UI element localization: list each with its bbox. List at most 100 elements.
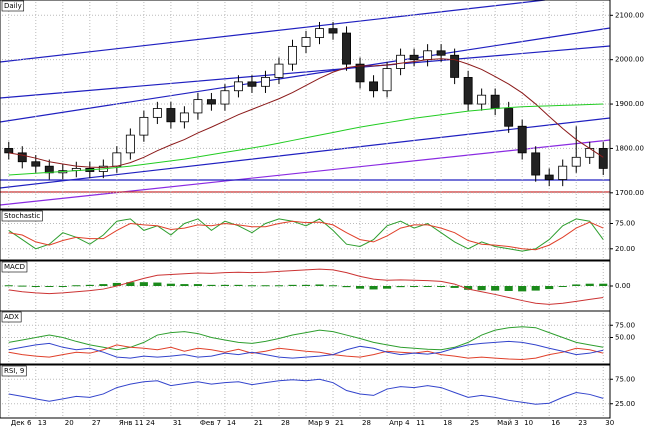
y-tick-label: 50.00 (615, 334, 635, 342)
candle-body (261, 77, 270, 87)
histogram-bar (396, 286, 405, 288)
histogram-bar (31, 286, 40, 287)
candle-body (301, 37, 311, 47)
panel-title-box (1, 365, 27, 377)
histogram-bar (477, 286, 486, 291)
panel-title: MACD (4, 263, 25, 271)
histogram-bar (437, 286, 446, 287)
candle-body (369, 81, 379, 92)
histogram-bar (423, 286, 432, 287)
x-tick-label: 14 (227, 419, 236, 427)
x-tick-label: 20 (65, 419, 74, 427)
candle-body (409, 54, 419, 61)
histogram-bar (599, 283, 608, 286)
histogram-bar (369, 286, 378, 290)
x-tick-label: 13 (38, 419, 47, 427)
histogram-bar (585, 283, 594, 286)
histogram-bar (247, 285, 257, 287)
histogram-bar (72, 285, 81, 287)
x-tick-label: 28 (281, 419, 290, 427)
histogram-bar (342, 286, 351, 288)
panel-title: ADX (4, 313, 19, 321)
trend-line (0, 27, 611, 123)
candle-body (477, 94, 487, 105)
histogram-bar (193, 284, 202, 286)
histogram-bar (139, 282, 148, 286)
candle-body (490, 94, 500, 109)
candle-body (463, 77, 473, 105)
histogram-bar (99, 284, 108, 286)
histogram-bar (531, 286, 540, 291)
histogram-bar (410, 286, 419, 287)
candle-body (193, 99, 203, 114)
y-tick-label: 2100.00 (615, 11, 644, 19)
candle-body (328, 28, 338, 34)
histogram-bar (504, 286, 513, 291)
histogram-bar (450, 286, 459, 288)
panel-title-box (1, 0, 25, 12)
x-tick-label: 21 (335, 419, 344, 427)
panel-title-box (1, 210, 43, 222)
candle-body (450, 54, 460, 78)
histogram-bar (234, 284, 243, 286)
x-tick-label: 24 (146, 419, 155, 427)
histogram-bar (4, 285, 13, 287)
x-tick-label: Янв 11 (119, 419, 144, 427)
panel-title-box (1, 261, 28, 273)
candle-body (423, 50, 433, 61)
series-line (8, 220, 604, 251)
x-tick-label: Мар 9 (308, 419, 329, 427)
candle-body (342, 32, 351, 65)
histogram-bar (355, 286, 365, 289)
series-line (8, 340, 604, 359)
histogram-bar (220, 284, 229, 286)
candle-body (274, 63, 284, 78)
histogram-bar (288, 284, 297, 286)
x-tick-label: Май 3 (497, 419, 519, 427)
candle-body (247, 81, 257, 87)
panel-title: Stochastic (4, 212, 40, 220)
x-tick-label: 30 (605, 419, 614, 427)
candle-body (558, 165, 568, 180)
candle-body (31, 161, 41, 167)
series-line (8, 378, 604, 405)
candle-body (288, 45, 297, 65)
candle-body (571, 156, 581, 167)
x-tick-label: 27 (92, 419, 101, 427)
histogram-bar (383, 286, 392, 289)
candle-body (504, 108, 514, 127)
candle-body (382, 68, 392, 92)
panel-title: RSI, 9 (4, 367, 24, 375)
series-line (8, 218, 604, 252)
candle-body (112, 152, 122, 167)
panel-title-box (1, 311, 22, 323)
histogram-bar (85, 284, 94, 286)
candle-body (233, 81, 243, 92)
candle-body (436, 50, 446, 56)
x-tick-label: Апр 4 (389, 419, 410, 427)
y-tick-label: 1800.00 (615, 144, 644, 152)
candle-body (4, 148, 14, 154)
y-tick-label: 25.00 (615, 400, 635, 408)
candle-body (355, 63, 365, 83)
y-tick-label: 75.00 (615, 220, 635, 228)
panel-title: Daily (4, 2, 22, 10)
x-tick-label: 16 (551, 419, 560, 427)
candle-body (139, 116, 149, 136)
candle-body (315, 28, 324, 38)
trend-line (0, 139, 611, 206)
trend-line (0, 0, 546, 63)
candle-body (544, 174, 554, 180)
candle-body (531, 152, 541, 176)
channel-lines (0, 0, 611, 206)
candle-body (125, 134, 135, 154)
histogram-bar (166, 283, 175, 286)
histogram-bar (274, 285, 284, 287)
histogram-bar (301, 284, 311, 286)
histogram-bar (18, 285, 27, 287)
x-tick-label: Фев 7 (200, 419, 221, 427)
x-tick-label: 31 (173, 419, 182, 427)
histogram-bar (261, 285, 270, 287)
candle-body (517, 125, 527, 154)
